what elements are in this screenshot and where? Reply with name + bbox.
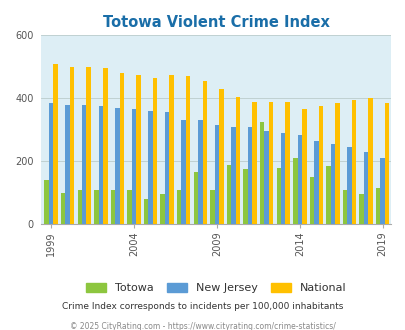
Bar [210, 190, 214, 224]
Bar [264, 131, 268, 224]
Bar [185, 76, 190, 224]
Bar [318, 106, 322, 224]
Bar [358, 194, 363, 224]
Bar [127, 190, 132, 224]
Bar [70, 67, 74, 224]
Bar [193, 172, 198, 224]
Bar [160, 194, 164, 224]
Bar [330, 144, 335, 224]
Text: © 2025 CityRating.com - https://www.cityrating.com/crime-statistics/: © 2025 CityRating.com - https://www.city… [70, 322, 335, 330]
Bar [103, 68, 107, 224]
Bar [148, 111, 152, 224]
Bar [119, 73, 124, 224]
Bar [375, 188, 379, 224]
Bar [235, 97, 240, 224]
Bar [379, 158, 384, 224]
Bar [243, 169, 247, 224]
Bar [214, 125, 219, 224]
Bar [226, 165, 231, 224]
Bar [136, 75, 141, 224]
Bar [219, 89, 223, 224]
Bar [53, 64, 58, 224]
Bar [363, 152, 367, 224]
Bar [351, 100, 355, 224]
Bar [111, 190, 115, 224]
Bar [309, 177, 313, 224]
Bar [77, 190, 82, 224]
Bar [202, 81, 207, 224]
Bar [115, 108, 119, 224]
Bar [384, 103, 388, 224]
Bar [169, 75, 173, 224]
Bar [49, 103, 53, 224]
Text: Crime Index corresponds to incidents per 100,000 inhabitants: Crime Index corresponds to incidents per… [62, 302, 343, 311]
Bar [259, 122, 264, 224]
Bar [152, 78, 157, 224]
Bar [313, 141, 318, 224]
Bar [342, 190, 346, 224]
Bar [231, 127, 235, 224]
Bar [82, 105, 86, 224]
Bar [280, 133, 285, 224]
Bar [98, 106, 103, 224]
Bar [252, 102, 256, 224]
Bar [268, 102, 273, 224]
Bar [247, 127, 252, 224]
Bar [297, 135, 301, 224]
Bar [181, 120, 185, 224]
Bar [346, 147, 351, 224]
Bar [132, 109, 136, 224]
Bar [326, 166, 330, 224]
Bar [164, 112, 169, 224]
Bar [335, 103, 339, 224]
Bar [65, 105, 70, 224]
Title: Totowa Violent Crime Index: Totowa Violent Crime Index [102, 15, 329, 30]
Bar [177, 190, 181, 224]
Bar [367, 98, 372, 224]
Bar [301, 109, 306, 224]
Bar [44, 180, 49, 224]
Bar [61, 193, 65, 224]
Bar [86, 67, 91, 224]
Bar [143, 199, 148, 224]
Bar [292, 158, 297, 224]
Legend: Totowa, New Jersey, National: Totowa, New Jersey, National [85, 283, 345, 293]
Bar [276, 168, 280, 224]
Bar [285, 102, 289, 224]
Bar [94, 190, 98, 224]
Bar [198, 120, 202, 224]
